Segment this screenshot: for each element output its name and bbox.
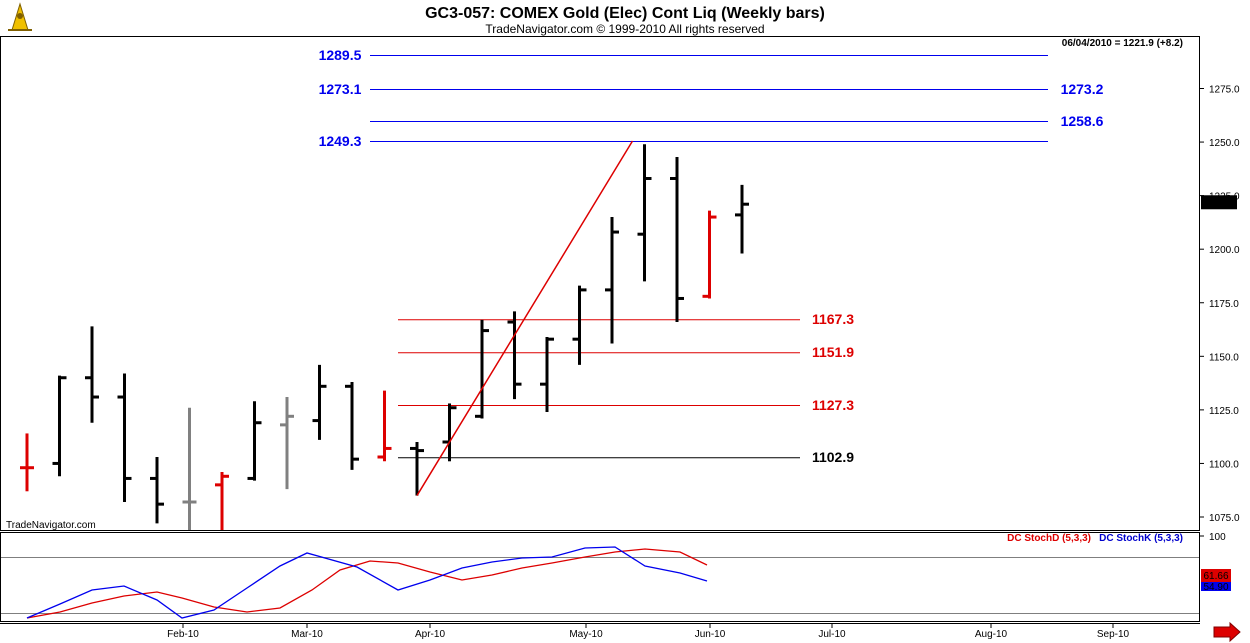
- scroll-right-button[interactable]: [1213, 621, 1241, 643]
- ohlc-bar: [637, 144, 652, 282]
- level-label: 1273.2: [1061, 81, 1104, 97]
- ohlc-bar: [345, 382, 359, 470]
- ohlc-bar: [377, 390, 392, 462]
- ohlc-bar: [20, 433, 34, 492]
- level-label: 1102.9: [812, 449, 854, 465]
- ohlc-bar: [605, 217, 619, 344]
- date-tick-label: Jun-10: [695, 629, 726, 640]
- last-price-box: [1201, 195, 1237, 210]
- price-tick-label: 1075.0: [1209, 513, 1240, 524]
- ohlc-bar: [247, 401, 262, 481]
- price-tick-label: 1275.0: [1209, 85, 1240, 96]
- ohlc-bar: [670, 157, 684, 323]
- trend-line: [416, 140, 634, 496]
- price-tick-label: 1250.0: [1209, 138, 1240, 149]
- watermark-text: TradeNavigator.com: [6, 520, 96, 531]
- copyright-text: TradeNavigator.com © 1999-2010 All right…: [485, 22, 764, 36]
- ohlc-bar: [312, 364, 327, 440]
- ohlc-bar: [52, 375, 67, 477]
- last-quote: 06/04/2010 = 1221.9 (+8.2): [1062, 38, 1183, 49]
- ohlc-bars: [20, 144, 749, 530]
- price-panel-frame: [0, 36, 1200, 531]
- ohlc-bar: [735, 184, 749, 254]
- ohlc-bar: [85, 326, 99, 423]
- stoch-k-value-box: [1201, 582, 1231, 591]
- level-label: 1273.1: [319, 81, 362, 97]
- date-tick-label: Jul-10: [818, 629, 846, 640]
- level-label: 1151.9: [812, 344, 854, 360]
- ohlc-bar: [475, 319, 489, 419]
- stoch-d-value-box: [1201, 569, 1231, 582]
- ohlc-bar: [150, 457, 164, 524]
- date-tick-label: Feb-10: [167, 629, 199, 640]
- price-tick-label: 1200.0: [1209, 245, 1240, 256]
- stoch-d-line: [26, 548, 708, 619]
- date-tick-label: Mar-10: [291, 629, 323, 640]
- ohlc-bar: [442, 403, 457, 462]
- date-tick-label: Apr-10: [415, 629, 445, 640]
- scroll-right-arrow-icon: [1213, 621, 1241, 643]
- level-label: 1127.3: [812, 397, 854, 413]
- stoch-k-value: 54.90: [1203, 582, 1228, 593]
- stoch-k-legend: DC StochK (5,3,3): [1099, 533, 1183, 544]
- ohlc-bar: [702, 210, 717, 299]
- ohlc-bar: [507, 311, 522, 400]
- price-axis: 1075.01100.01125.01150.01175.01200.01225…: [1199, 85, 1240, 524]
- price-tick-label: 1125.0: [1209, 406, 1239, 417]
- ohlc-bar: [215, 472, 229, 530]
- ohlc-bar: [410, 442, 424, 496]
- price-tick-label: 1175.0: [1209, 299, 1239, 310]
- date-axis: Feb-10 Mar-10 Apr-10 May-10 Jun-10 Jul-10 Aug-…: [167, 623, 1130, 640]
- stoch-k-line: [26, 546, 708, 619]
- stoch-tick-label: 100: [1209, 532, 1226, 543]
- level-label: 1289.5: [319, 47, 362, 63]
- ohlc-bar: [572, 285, 587, 365]
- stoch-d-legend: DC StochD (5,3,3): [1007, 533, 1091, 544]
- last-price-label: 1221.9: [1204, 198, 1235, 209]
- date-tick-label: May-10: [569, 629, 603, 640]
- level-label: 1167.3: [812, 311, 854, 327]
- date-tick-label: Aug-10: [975, 629, 1008, 640]
- level-label: 1249.3: [319, 133, 362, 149]
- compass-logo-icon: [8, 2, 32, 31]
- ohlc-bar: [280, 397, 294, 490]
- trend-line-layer: [416, 140, 634, 496]
- stoch-d-value: 61.66: [1203, 571, 1228, 582]
- chart-title: GC3-057: COMEX Gold (Elec) Cont Liq (Wee…: [425, 5, 825, 22]
- logo-icon[interactable]: [8, 2, 32, 31]
- levels-layer: 1289.5 1273.1 1273.2 1258.6 1249.3 1167.3 1151…: [319, 47, 1104, 465]
- level-label: 1258.6: [1061, 113, 1104, 129]
- ohlc-bar: [182, 407, 197, 530]
- price-tick-label: 1100.0: [1209, 459, 1239, 470]
- date-tick-label: Sep-10: [1097, 629, 1130, 640]
- indicator-panel-frame: [0, 532, 1200, 622]
- ohlc-bar: [540, 337, 554, 413]
- ohlc-bar: [117, 373, 132, 503]
- price-tick-label: 1150.0: [1209, 352, 1239, 363]
